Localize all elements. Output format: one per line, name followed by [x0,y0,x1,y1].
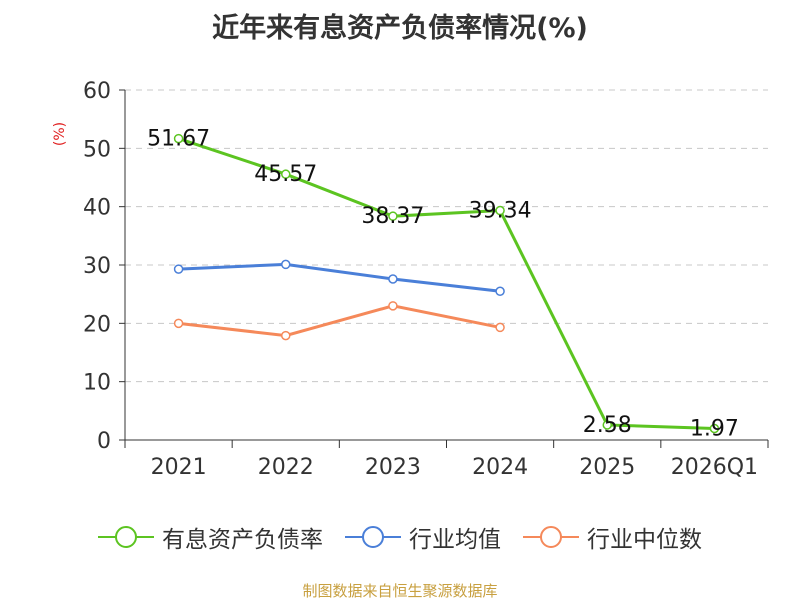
data-point [495,286,505,296]
data-label: 39.34 [469,199,532,224]
data-label: 51.67 [147,127,210,152]
data-point [281,259,291,270]
data-label: 1.97 [690,417,739,442]
data-point [495,322,505,333]
data-point [388,274,398,284]
y-tick-label: 30 [83,254,111,279]
data-label: 2.58 [583,413,632,438]
legend-marker-icon [523,526,579,548]
x-tick-label: 2022 [258,455,314,480]
y-tick-label: 10 [83,371,111,396]
data-point [173,133,184,144]
chart-title: 近年来有息资产负债率情况(%) [212,13,588,44]
x-tick-label: 2026Q1 [671,455,758,480]
data-point [495,205,505,216]
data-point [602,420,612,430]
source-note: 制图数据来自恒生聚源数据库 [302,582,498,600]
data-point [173,264,184,274]
legend-label: 有息资产负债率 [162,527,323,553]
data-label: 45.57 [254,162,317,187]
y-tick-label: 50 [83,137,111,162]
y-tick-label: 60 [83,79,111,104]
x-tick-label: 2023 [365,455,421,480]
data-label: 38.37 [361,204,424,229]
legend-item-series-2[interactable]: 行业均值 [345,520,501,554]
data-point [388,301,398,311]
legend-marker-icon [98,526,154,548]
data-point [709,423,720,434]
y-tick-label: 20 [83,312,111,337]
legend-label: 行业均值 [409,527,501,553]
legend: 有息资产负债率 行业均值 行业中位数 [0,520,800,554]
data-point [281,169,291,179]
data-point [388,211,398,221]
data-point [173,318,184,329]
legend-item-series-1[interactable]: 有息资产负债率 [98,520,323,554]
legend-label: 行业中位数 [587,527,702,553]
x-tick-label: 2021 [151,455,207,480]
y-tick-label: 0 [97,429,111,454]
y-tick-label: 40 [83,196,111,221]
series-line [178,137,715,431]
data-point [281,330,291,341]
series-line [178,262,501,293]
legend-item-series-3[interactable]: 行业中位数 [523,520,702,554]
series-line [178,304,501,338]
x-tick-label: 2025 [579,455,635,480]
legend-marker-icon [345,526,401,548]
x-tick-label: 2024 [472,455,528,480]
